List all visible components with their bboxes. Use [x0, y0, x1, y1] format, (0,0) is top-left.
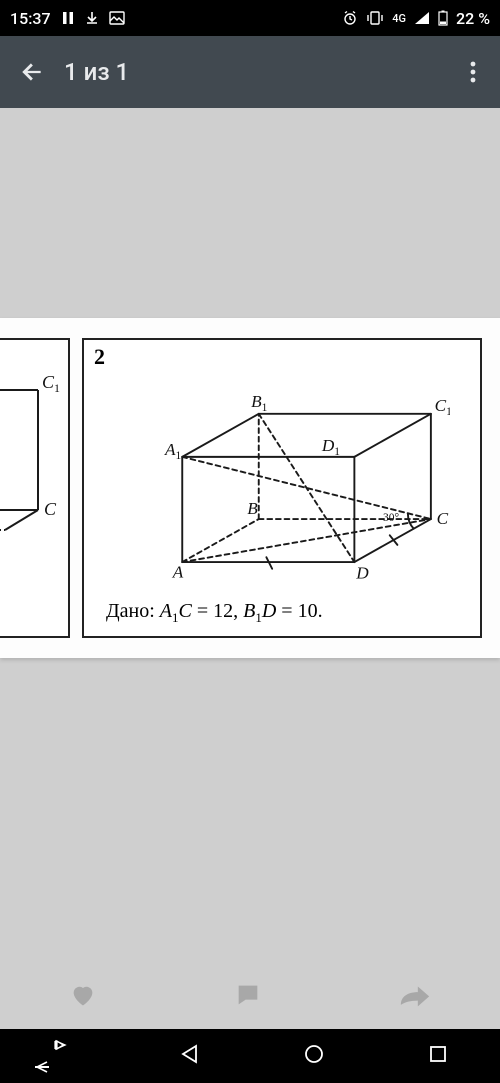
network-label: 4G: [392, 12, 406, 25]
like-button[interactable]: [68, 981, 98, 1013]
app-bar: 1 из 1: [0, 36, 500, 108]
partial-diagram: C1 C: [0, 340, 70, 638]
vibrate-icon: [366, 11, 384, 25]
problem-number: 2: [94, 344, 105, 370]
svg-text:B: B: [247, 499, 258, 518]
nav-recent-button[interactable]: [429, 1045, 447, 1067]
nav-bar: [0, 1029, 500, 1083]
problem-box: 2: [82, 338, 482, 638]
svg-text:B1: B1: [251, 392, 268, 414]
svg-text:C: C: [437, 509, 449, 528]
pause-icon: [61, 11, 75, 25]
battery-pct: 22 %: [456, 9, 490, 28]
nav-menu-button[interactable]: [53, 1035, 75, 1078]
page-image: C1 C 2: [0, 318, 500, 658]
comment-button[interactable]: [233, 981, 263, 1013]
battery-icon: [438, 10, 448, 26]
alarm-icon: [342, 10, 358, 26]
svg-text:D1: D1: [321, 436, 340, 458]
content-area[interactable]: C1 C 2: [0, 108, 500, 965]
status-left: 15:37: [10, 9, 125, 28]
svg-text:A: A: [172, 562, 184, 581]
svg-text:30°: 30°: [383, 512, 399, 524]
back-button[interactable]: [12, 59, 52, 85]
diagram: A D C B A1 D1 C1 B1 30°: [144, 366, 450, 586]
nav-back-button[interactable]: [180, 1044, 198, 1068]
svg-text:C: C: [44, 499, 57, 519]
nav-home-button[interactable]: [304, 1044, 324, 1068]
signal-icon: [414, 11, 430, 25]
image-icon: [109, 11, 125, 25]
download-icon: [85, 11, 99, 25]
partial-problem-box: C1 C: [0, 338, 70, 638]
more-button[interactable]: [458, 60, 488, 84]
status-time: 15:37: [10, 9, 51, 28]
svg-text:C1: C1: [435, 396, 450, 418]
given-text: Дано: A1C = 12, B1D = 10.: [106, 600, 323, 626]
status-bar: 15:37 4G 22 %: [0, 0, 500, 36]
status-right: 4G 22 %: [342, 9, 490, 28]
action-bar: [0, 965, 500, 1029]
svg-text:A1: A1: [164, 440, 182, 462]
appbar-title: 1 из 1: [64, 58, 129, 86]
svg-text:D: D: [355, 563, 369, 582]
svg-text:C1: C1: [42, 372, 60, 395]
share-button[interactable]: [398, 982, 432, 1012]
